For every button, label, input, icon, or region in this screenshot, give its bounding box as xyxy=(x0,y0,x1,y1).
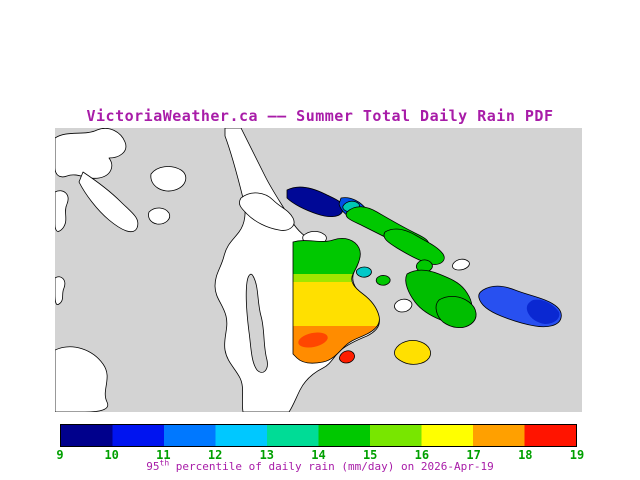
colorbar-tick: 11 xyxy=(156,448,171,462)
land-islet-east-2 xyxy=(394,298,413,313)
colorbar-tick: 16 xyxy=(414,448,430,462)
land-northwest-strip xyxy=(78,171,139,233)
colorbar-segment-10 xyxy=(524,425,576,446)
land-island-west-of-navy xyxy=(239,192,295,231)
colorbar-segment-5 xyxy=(267,425,319,446)
colorbar-tick: 9 xyxy=(56,448,64,462)
colorbar-segment-6 xyxy=(318,425,370,446)
colorbar-tick: 17 xyxy=(466,448,481,462)
colorbar-segment-9 xyxy=(473,425,525,446)
land-islet-east-1 xyxy=(452,258,470,271)
page-title: VictoriaWeather.ca —— Summer Total Daily… xyxy=(86,107,554,125)
colorbar-segment-7 xyxy=(370,425,422,446)
colorbar-tick: 12 xyxy=(207,448,223,462)
colorbar-tick: 15 xyxy=(362,448,378,462)
colorbar-tick: 18 xyxy=(518,448,533,462)
caption-text: percentile of daily rain (mm/day) on 202… xyxy=(169,460,494,473)
colorbar-segment-3 xyxy=(164,425,216,446)
land-southwest-blob xyxy=(55,346,109,412)
islet-green-small-2 xyxy=(375,275,391,286)
center-band-yellowgreen xyxy=(293,274,380,282)
colorbar xyxy=(60,424,577,447)
colorbar-segment-4 xyxy=(215,425,267,446)
land-left-edge-2 xyxy=(55,276,66,305)
center-spot-redorange xyxy=(298,332,328,348)
islet-red xyxy=(339,350,355,364)
colorbar-tick: 19 xyxy=(569,448,585,462)
land-islet-west xyxy=(150,166,187,192)
island-ne-green-2 xyxy=(383,228,445,265)
islet-cyan xyxy=(355,266,372,278)
colorbar-ticks: 9 10 11 12 13 14 15 16 17 18 19 xyxy=(56,448,584,462)
islet-green-small-1 xyxy=(415,259,433,273)
center-patch-outline xyxy=(292,238,380,364)
islet-yellow xyxy=(394,340,431,365)
colorbar-caption: 95th percentile of daily rain (mm/day) o… xyxy=(0,458,640,473)
caption-ordinal: th xyxy=(159,458,170,468)
colorbar-tick: 13 xyxy=(259,448,275,462)
inlet-channel xyxy=(245,273,268,373)
land-northwest-blob xyxy=(55,128,127,179)
colorbar-tick: 10 xyxy=(104,448,119,462)
colorbar-segment-8 xyxy=(421,425,473,446)
land-islet-midwest xyxy=(148,207,171,225)
colorbar-segment-2 xyxy=(112,425,164,446)
map-canvas xyxy=(55,128,582,412)
island-far-east-blue-dark xyxy=(526,299,560,324)
colorbar-segment-1 xyxy=(61,425,113,446)
caption-value: 95 xyxy=(146,460,160,473)
land-left-edge-1 xyxy=(55,190,69,232)
data-islands-group xyxy=(286,186,562,365)
colorbar-tick: 14 xyxy=(311,448,326,462)
island-east-green-lobe xyxy=(435,296,477,328)
